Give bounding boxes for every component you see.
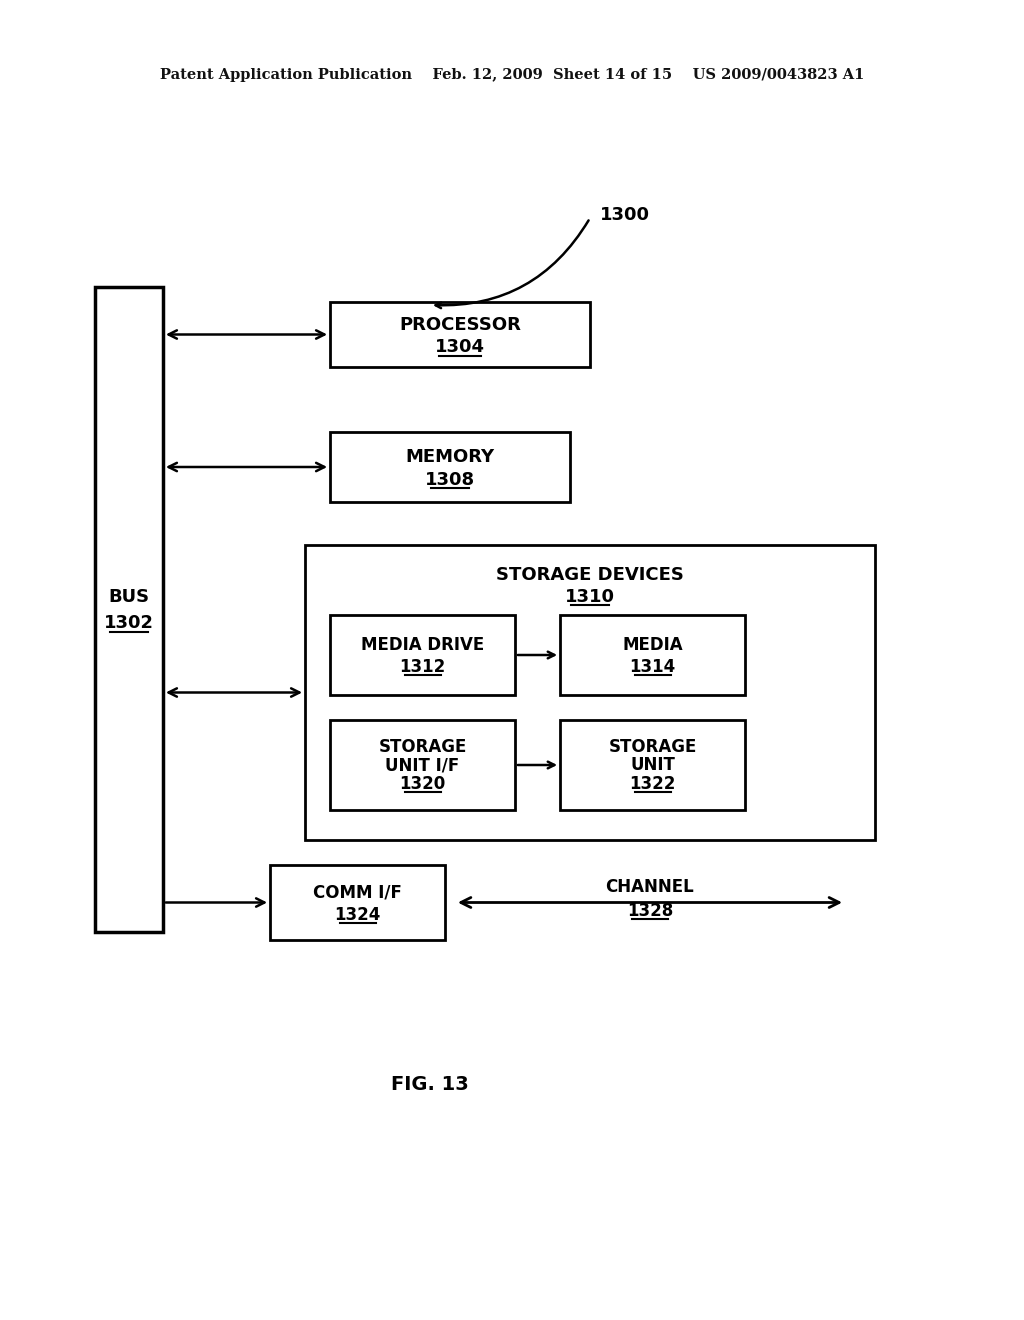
Text: MEDIA DRIVE: MEDIA DRIVE: [360, 636, 484, 653]
Text: 1308: 1308: [425, 471, 475, 488]
Bar: [330, 719, 515, 810]
Text: COMM I/F: COMM I/F: [313, 883, 402, 902]
Text: 1314: 1314: [630, 657, 676, 676]
Text: BUS: BUS: [109, 589, 150, 606]
Text: Patent Application Publication    Feb. 12, 2009  Sheet 14 of 15    US 2009/00438: Patent Application Publication Feb. 12, …: [160, 69, 864, 82]
Text: PROCESSOR: PROCESSOR: [399, 315, 521, 334]
Text: STORAGE: STORAGE: [608, 738, 696, 756]
Text: 1328: 1328: [627, 902, 673, 920]
Bar: [305, 545, 874, 840]
Bar: [330, 302, 590, 367]
Text: CHANNEL: CHANNEL: [605, 879, 694, 896]
Text: 1322: 1322: [630, 775, 676, 793]
Text: UNIT I/F: UNIT I/F: [385, 756, 460, 774]
Text: 1312: 1312: [399, 657, 445, 676]
Bar: [270, 865, 445, 940]
Text: 1310: 1310: [565, 587, 615, 606]
Text: UNIT: UNIT: [630, 756, 675, 774]
Text: 1304: 1304: [435, 338, 485, 356]
Text: STORAGE DEVICES: STORAGE DEVICES: [496, 566, 684, 583]
Text: 1320: 1320: [399, 775, 445, 793]
Text: 1300: 1300: [600, 206, 650, 224]
Bar: [560, 615, 745, 696]
Text: 1302: 1302: [104, 615, 154, 632]
Text: 1324: 1324: [334, 906, 381, 924]
Bar: [560, 719, 745, 810]
Bar: [95, 286, 163, 932]
Text: MEMORY: MEMORY: [406, 447, 495, 466]
Text: STORAGE: STORAGE: [378, 738, 467, 756]
Bar: [330, 432, 570, 502]
Text: MEDIA: MEDIA: [623, 636, 683, 653]
Text: FIG. 13: FIG. 13: [391, 1076, 469, 1094]
Bar: [330, 615, 515, 696]
